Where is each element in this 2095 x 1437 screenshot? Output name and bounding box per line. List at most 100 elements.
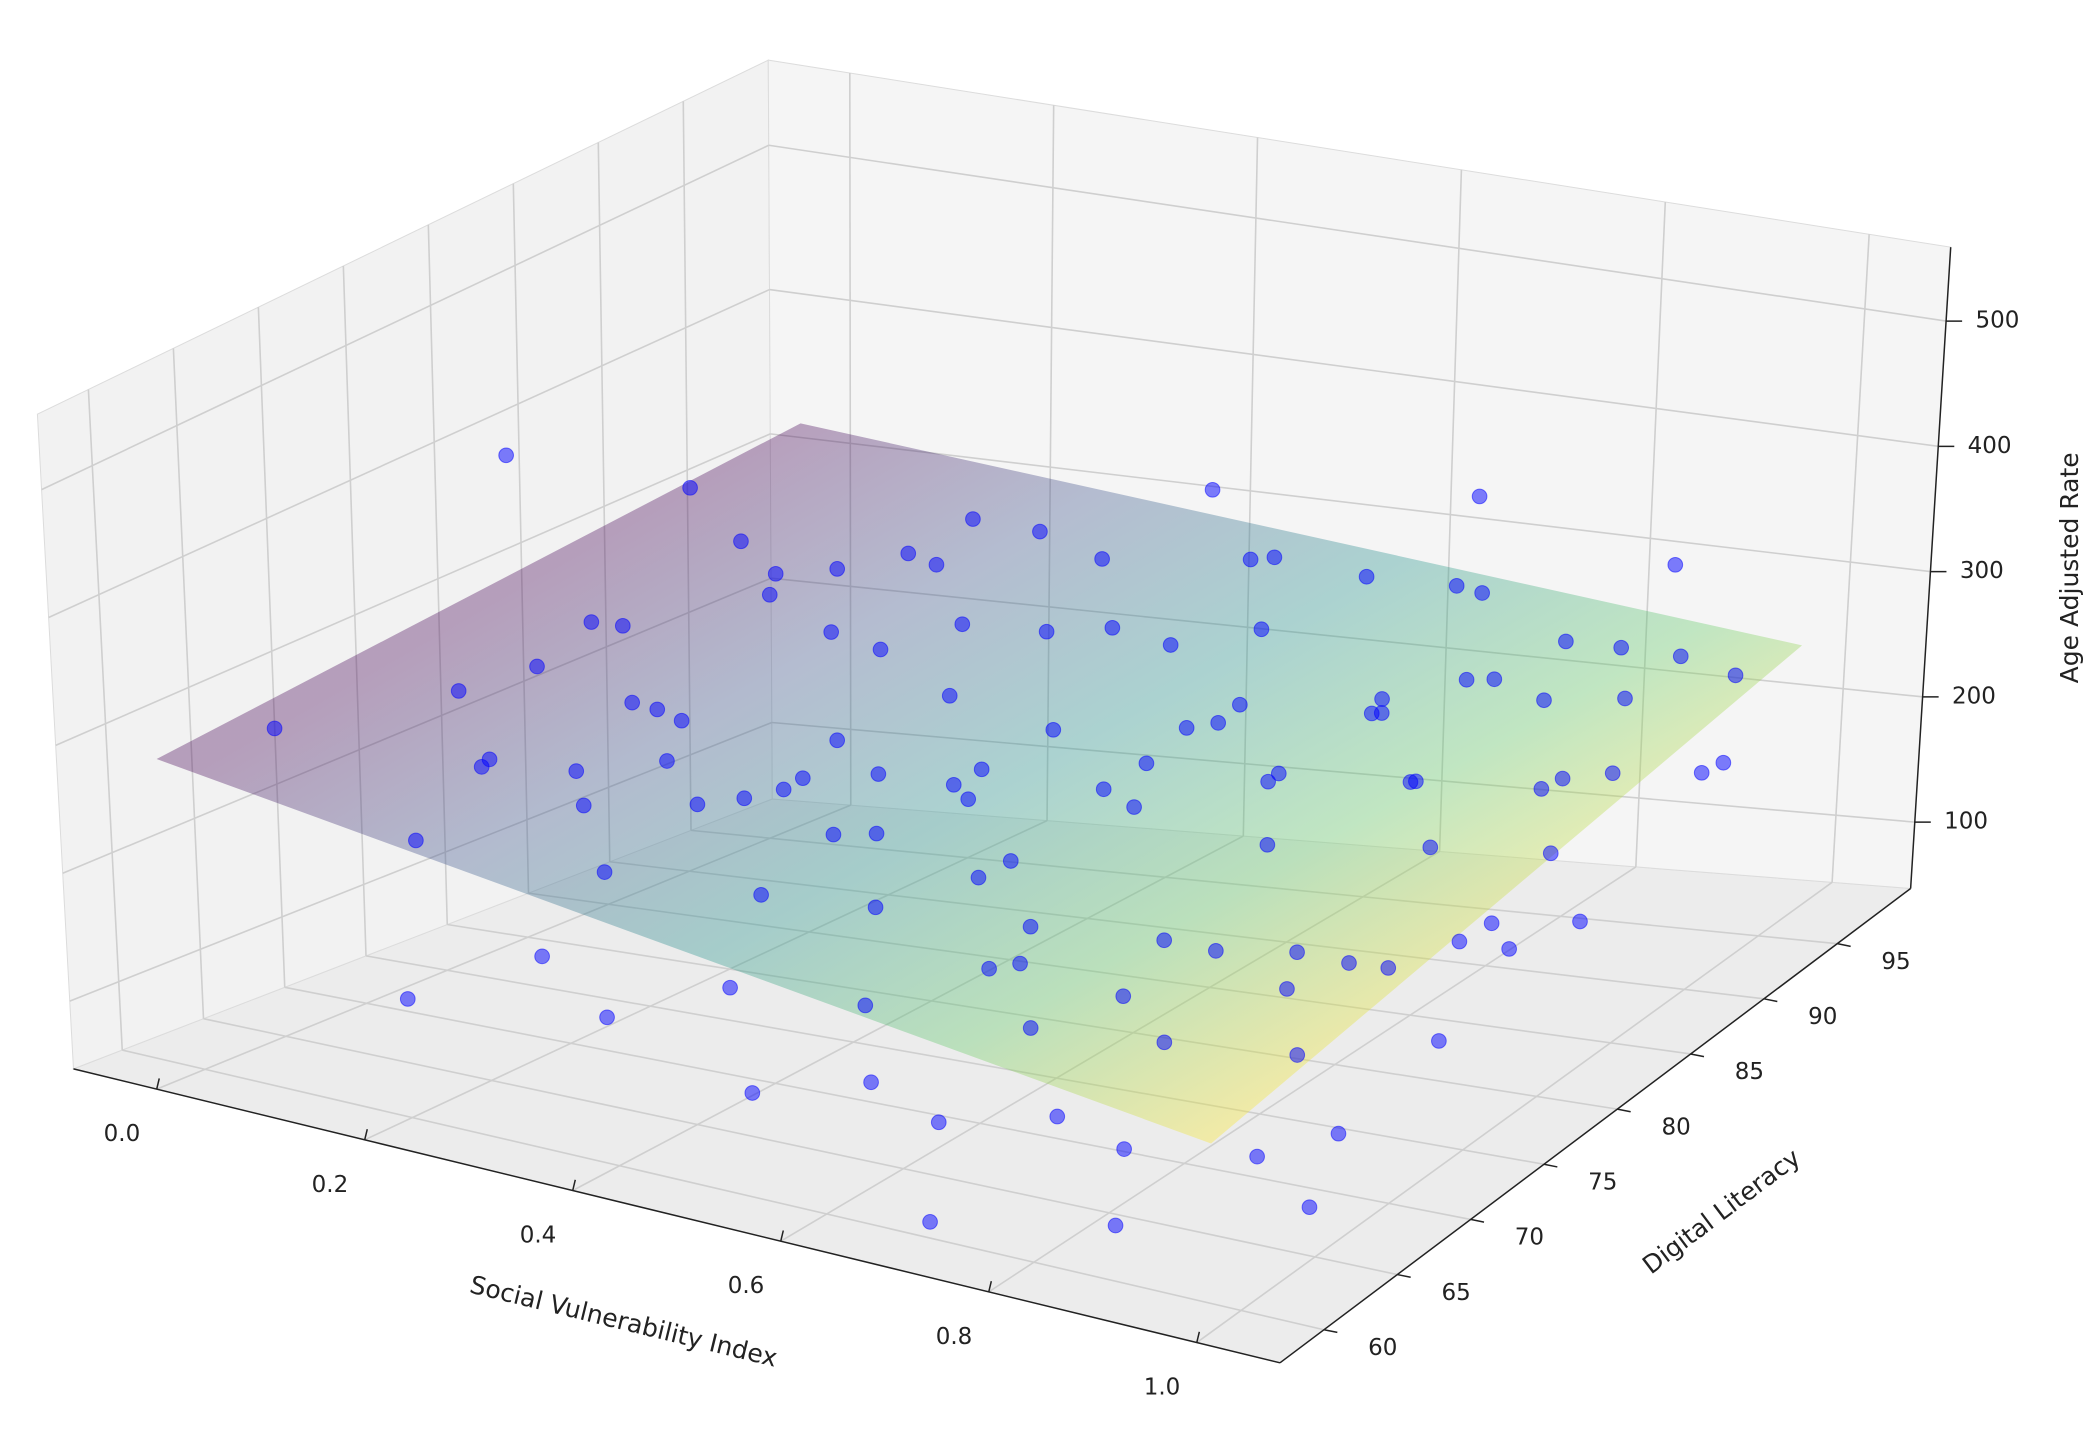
point (673, 712, 690, 729)
point (1259, 836, 1276, 853)
point (1156, 932, 1173, 949)
point (1232, 696, 1248, 713)
point (868, 825, 885, 842)
point (829, 732, 846, 749)
point (624, 694, 641, 711)
point (1049, 1108, 1066, 1125)
point (529, 658, 545, 675)
point (1270, 765, 1287, 782)
z-axis-title: Age Adjusted Rate (2055, 452, 2084, 683)
point (1208, 943, 1224, 959)
grid-line (769, 288, 1939, 448)
point (1279, 981, 1295, 997)
x-tick-label: 0.8 (936, 1324, 973, 1350)
point (1266, 549, 1283, 566)
point (1363, 705, 1380, 722)
point (857, 997, 874, 1014)
point (1330, 1125, 1347, 1142)
point (682, 479, 698, 496)
point (1715, 754, 1732, 771)
grid-line (768, 144, 1947, 322)
y-tick (1397, 1273, 1411, 1278)
point (761, 586, 778, 603)
grid-line (1196, 881, 1833, 1344)
z-tick-label: 300 (1960, 558, 2004, 584)
point (1554, 770, 1571, 787)
y-tick-label: 85 (1735, 1059, 1764, 1085)
grid-line (203, 1017, 1398, 1276)
axes: 0.0 0.2 0.4 0.6 0.8 1.0 60 65 70 75 80 85 90 95 100 200… (73, 247, 2019, 1400)
point (767, 565, 784, 582)
point (965, 511, 981, 527)
point (1604, 765, 1621, 782)
point (981, 960, 997, 977)
point (870, 766, 887, 782)
point (583, 614, 600, 630)
grid-line (770, 433, 1931, 573)
x-tick (571, 1179, 577, 1191)
point (775, 781, 792, 798)
point (1156, 1034, 1173, 1051)
point (1253, 621, 1270, 638)
x-tick (155, 1078, 160, 1090)
y-tick-label: 60 (1368, 1335, 1397, 1361)
grid-line (55, 433, 771, 747)
point (1727, 667, 1744, 684)
point (1045, 721, 1062, 738)
point (753, 887, 769, 903)
y-axis-line (1279, 887, 1912, 1364)
point (900, 545, 917, 562)
y-tick (1323, 1328, 1338, 1334)
grid-line (1831, 234, 1870, 883)
point (930, 1114, 947, 1131)
point (1542, 845, 1559, 862)
x-tick-label: 0.6 (728, 1273, 765, 1299)
point (1471, 488, 1488, 505)
x-axis-line (73, 1068, 1281, 1364)
z-tick-label: 200 (1952, 683, 1996, 709)
point (575, 797, 592, 814)
point (863, 1074, 879, 1091)
x-tick-label: 0.0 (104, 1121, 141, 1147)
point (1558, 633, 1574, 650)
point (736, 790, 753, 807)
grid-line (365, 955, 1545, 1166)
point (823, 624, 840, 640)
point (1617, 690, 1633, 707)
point (1162, 637, 1179, 653)
point (1002, 853, 1019, 869)
point (1094, 551, 1110, 567)
point (1107, 1217, 1124, 1234)
point (1115, 988, 1132, 1005)
point (1536, 692, 1552, 709)
x-tick-label: 0.2 (312, 1172, 349, 1198)
grid-line (172, 348, 205, 1019)
point (481, 751, 498, 768)
point (1533, 781, 1550, 797)
x-tick (1196, 1331, 1201, 1343)
y-tick (1470, 1218, 1485, 1223)
point (733, 533, 749, 550)
x-tick-label: 1.0 (1144, 1374, 1181, 1400)
z-axis-line (1909, 247, 1952, 889)
point (945, 776, 962, 793)
point (1242, 551, 1259, 568)
point (1451, 933, 1468, 950)
point (1032, 523, 1048, 540)
y-tick-label: 75 (1588, 1169, 1617, 1195)
grid-line (48, 288, 770, 619)
y-tick-label: 70 (1515, 1225, 1544, 1251)
point (829, 561, 846, 577)
point (1038, 623, 1055, 640)
point (1693, 764, 1710, 781)
grid-line (284, 986, 1471, 1221)
point (722, 979, 738, 996)
point (1374, 691, 1390, 707)
point (1289, 944, 1305, 961)
point (960, 791, 977, 808)
point (1501, 941, 1517, 957)
y-tick (1617, 1108, 1631, 1113)
point (970, 869, 987, 886)
point (1341, 955, 1357, 971)
